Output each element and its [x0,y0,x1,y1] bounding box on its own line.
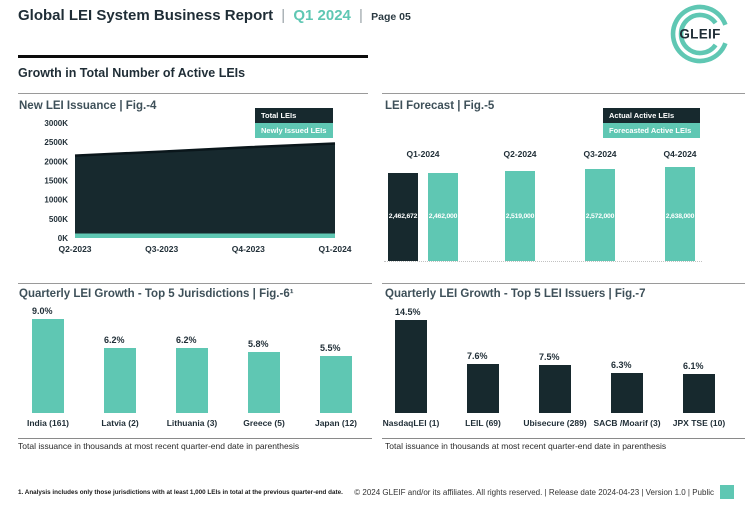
fig6-plot: 9.0% India (161) 6.2% Latvia (2) 6.2% Lithuan… [18,284,372,438]
bar [388,173,418,261]
bar [683,374,715,413]
category-label: NasdaqLEI (1) [382,418,440,428]
axis-label: Q3-2023 [145,244,178,254]
gleif-logo: GLEIF [670,4,728,64]
newly-issued-leis-strip [75,233,335,238]
report-period: Q1 2024 [293,7,351,24]
panel-top5-lei-issuers: Quarterly LEI Growth - Top 5 LEI Issuers… [382,283,745,439]
category-label: Latvia (2) [101,418,139,428]
bar [428,173,458,261]
bar-value: 2,462,000 [428,213,458,220]
fig4-area-chart: 0K 500K 1000K 1500K 2000K 2500K 3000K Q2-2023 Q3… [44,119,351,254]
axis-label: 1500K [44,176,68,185]
category-label: Japan (12) [314,418,358,428]
bar [665,167,695,261]
fig4-title: New LEI Issuance | Fig.-4 [19,100,157,112]
fig5-legend: Actual Active LEIs Forecasted Active LEI… [603,108,700,138]
bar-value: 7.5% [539,352,560,362]
bar [176,348,208,413]
bar-value: 2,462,672 [388,213,418,220]
bar [104,348,136,413]
report-header: Global LEI System Business Report | Q1 2… [18,7,411,24]
fig4-plot: 0K 500K 1000K 1500K 2000K 2500K 3000K Q2-2023 Q3… [18,94,368,266]
legend-newly-issued-leis: Newly Issued LEIs [255,123,333,138]
bar-value: 9.0% [32,306,53,316]
page-number: Page 05 [371,11,411,23]
baseline [384,261,702,262]
bar-value: 6.3% [611,360,632,370]
axis-label: Q2-2023 [58,244,91,254]
bar-value: 2,572,000 [585,213,615,220]
total-leis-topline [74,142,336,157]
bar [395,320,427,413]
category-label: Lithuania (3) [166,418,218,428]
panel-new-lei-issuance: New LEI Issuance | Fig.-4 Total LEIs New… [18,93,368,266]
report-title: Global LEI System Business Report [18,7,274,24]
legend-forecasted-active-leis: Forecasted Active LEIs [603,123,700,138]
copyright-line: © 2024 GLEIF and/or its affiliates. All … [354,488,714,497]
bar-value: 6.2% [104,335,125,345]
section-title: Growth in Total Number of Active LEIs [18,66,246,80]
bar-value: 2,519,000 [505,213,535,220]
category-label: Ubisecure (289) [523,418,587,428]
category-label: Greece (5) [243,418,285,428]
logo-inner-ring [678,12,718,56]
bar-value: 6.1% [683,361,704,371]
fig7-note: Total issuance in thousands at most rece… [385,441,667,451]
category-label: Q2-2024 [503,149,537,159]
axis-label: 500K [49,215,68,224]
category-label: JPX TSE (10) [672,418,726,428]
category-label: SACB /Moarif (3) [593,418,661,428]
legend-total-leis: Total LEIs [255,108,333,123]
axis-label: 0K [58,234,68,243]
category-label: Q4-2024 [663,149,697,159]
logo-text: GLEIF [679,27,720,42]
bar-value: 7.6% [467,351,488,361]
panel-lei-forecast: LEI Forecast | Fig.-5 Actual Active LEIs… [382,93,745,266]
public-classification-square [720,485,734,499]
fig4-legend: Total LEIs Newly Issued LEIs [255,108,333,138]
fig6-title: Quarterly LEI Growth - Top 5 Jurisdictio… [19,288,294,300]
bar [248,352,280,413]
category-label: Q3-2024 [583,149,617,159]
total-leis-area [75,143,335,234]
bar [320,356,352,413]
bar [585,169,615,261]
header-divider: | [281,7,286,24]
bar [611,373,643,413]
category-label: India (161) [26,418,70,428]
axis-label: 2500K [44,138,68,147]
footnote: 1. Analysis includes only those jurisdic… [18,489,343,496]
bar-value: 5.8% [248,339,269,349]
bar [539,365,571,413]
axis-label: 3000K [44,119,68,128]
bar-value: 6.2% [176,335,197,345]
category-label: Q1-2024 [406,149,440,159]
bar [32,319,64,413]
fig7-plot: 14.5% NasdaqLEI (1) 7.6% LEIL (69) 7.5% Ubise… [382,284,745,438]
category-label: LEIL (69) [465,418,501,428]
header-divider: | [359,7,363,24]
logo-outer-ring [670,4,728,64]
bar [505,171,535,261]
header-rule [18,55,368,58]
fig5-plot: Q1-2024 Q2-2024 Q3-2024 Q4-2024 2,462,672 2,4… [382,94,745,266]
fig6-note: Total issuance in thousands at most rece… [18,441,300,451]
bar-value: 5.5% [320,343,341,353]
fig5-title: LEI Forecast | Fig.-5 [385,100,495,112]
bar [467,364,499,413]
axis-label: Q1-2024 [318,244,351,254]
axis-label: 2000K [44,157,68,166]
bar-value: 14.5% [395,307,421,317]
legend-actual-active-leis: Actual Active LEIs [603,108,700,123]
bar-value: 2,638,000 [665,213,695,220]
axis-label: Q4-2023 [232,244,265,254]
fig7-title: Quarterly LEI Growth - Top 5 LEI Issuers… [385,288,646,300]
axis-label: 1000K [44,196,68,205]
panel-top5-jurisdictions: Quarterly LEI Growth - Top 5 Jurisdictio… [18,283,372,439]
